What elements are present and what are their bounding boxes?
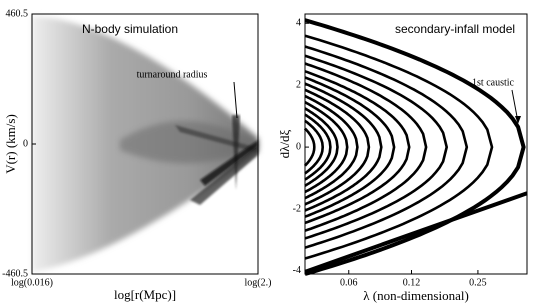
- stream-curve: [304, 70, 411, 225]
- stream-curve: [304, 119, 325, 175]
- stream: [200, 140, 258, 186]
- x-tick-label: 0.12: [403, 277, 421, 288]
- y-tick-label: 4: [296, 18, 301, 29]
- stream-curve: [303, 127, 316, 167]
- panel-title: N-body simulation: [82, 22, 178, 36]
- density-core: [120, 121, 258, 164]
- annotation: turnaround radius: [137, 69, 208, 80]
- x-axis-label: log[r(Mpc)]: [114, 287, 176, 302]
- stream-curve: [304, 107, 339, 187]
- stream-curve: [304, 101, 349, 194]
- arrow-head: [515, 116, 521, 124]
- x-axis-label: λ (non-dimensional): [363, 288, 469, 303]
- stream-curve: [304, 113, 332, 181]
- panel-title: secondary-infall model: [395, 22, 515, 36]
- stream-curve: [304, 88, 371, 206]
- y-axis-label: dλ/dξ: [277, 129, 292, 158]
- stream-curve: [304, 34, 494, 260]
- x-tick-label: 0.25: [469, 277, 487, 288]
- y-tick-label: 0: [296, 141, 301, 152]
- stream-curve: [304, 45, 469, 249]
- x-tick-label: log(0.016): [11, 277, 53, 288]
- left-image: [32, 16, 258, 272]
- annotation: 1st caustic: [472, 77, 514, 88]
- stream-curve: [304, 54, 449, 240]
- y-tick-label: 460.5: [6, 8, 29, 19]
- y-tick-label: -4: [293, 265, 301, 276]
- y-axis-label: V(r) (km/s): [3, 114, 18, 174]
- annotation-arrow: [233, 81, 238, 119]
- stream-curve: [304, 76, 396, 218]
- stream: [232, 115, 240, 190]
- stream-curve: [304, 18, 526, 276]
- stream: [190, 145, 258, 205]
- frame: [304, 13, 528, 275]
- infall-stream: [304, 191, 528, 274]
- x-tick-label: 0.06: [340, 277, 358, 288]
- y-tick-label: -2: [293, 203, 301, 214]
- y-tick-label: 0: [23, 138, 28, 149]
- y-tick-label: 2: [296, 79, 301, 90]
- x-tick-label: log(2.): [245, 277, 272, 288]
- stream-curve: [304, 82, 383, 212]
- y-tick-label: -460.5: [2, 268, 28, 279]
- stream-curve: [304, 94, 359, 200]
- stream-curve: [304, 62, 428, 232]
